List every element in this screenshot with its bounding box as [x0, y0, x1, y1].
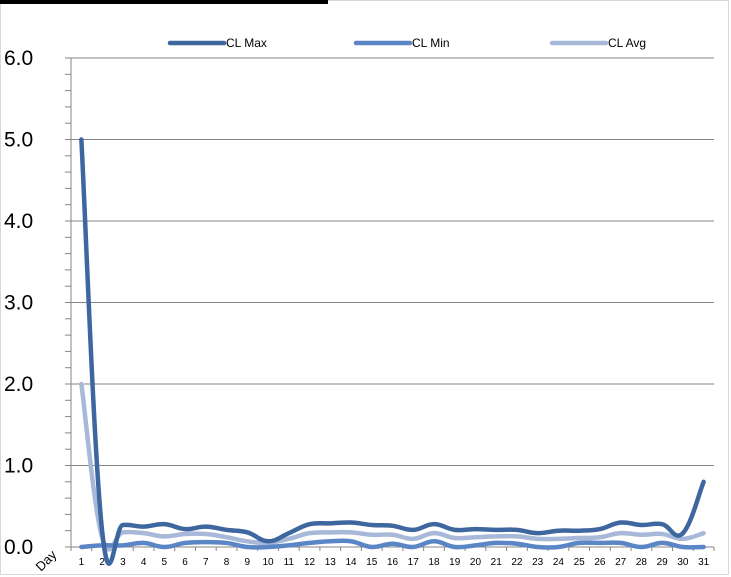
y-tick-label: 2.0	[4, 373, 33, 396]
x-tick-label: 14	[345, 557, 357, 568]
y-tick-label: 0.0	[4, 536, 33, 559]
x-axis-label: Day	[33, 547, 60, 574]
legend-label: CL Avg	[608, 36, 646, 50]
x-tick-label: 11	[284, 557, 295, 568]
x-tick-label: 16	[387, 557, 399, 568]
series-line-cl-avg	[79, 381, 706, 552]
x-tick-label: 3	[120, 557, 126, 568]
x-tick-label: 25	[574, 557, 586, 568]
gridlines	[71, 57, 714, 466]
x-tick-label: 21	[491, 557, 503, 568]
x-tick-label: 2	[99, 557, 105, 568]
x-tick-label: 7	[203, 557, 209, 568]
x-tick-label: 1	[79, 557, 85, 568]
top-rule	[0, 0, 328, 4]
y-tick-label: 4.0	[4, 210, 33, 233]
x-tick-label: 28	[636, 557, 648, 568]
x-tick-label: 5	[162, 557, 168, 568]
y-tick-label: 6.0	[4, 47, 33, 70]
legend: CL Max CL Min CL Avg	[167, 36, 646, 50]
y-tick-label: 1.0	[4, 455, 33, 478]
x-tick-label: 10	[262, 557, 274, 568]
x-tick-label: 29	[657, 557, 669, 568]
x-tick-label: 22	[511, 557, 523, 568]
x-tick-label: 6	[182, 557, 188, 568]
x-tick-label: 27	[615, 557, 627, 568]
x-tick-label: 9	[245, 557, 251, 568]
x-tick-label: 8	[224, 557, 230, 568]
series-lines	[79, 137, 706, 566]
x-tick-label: 31	[698, 557, 710, 568]
x-tick-label: 23	[532, 557, 544, 568]
x-tick-label: 19	[449, 557, 461, 568]
x-tick-label: 13	[325, 557, 337, 568]
x-tick-label: 17	[408, 557, 420, 568]
x-tick-label: 30	[677, 557, 689, 568]
x-tick-label: 26	[594, 557, 606, 568]
y-tick-label: 5.0	[4, 129, 33, 152]
axes	[65, 57, 715, 551]
legend-label: CL Max	[226, 36, 267, 50]
series-line-cl-max	[79, 137, 706, 566]
x-tick-label: 18	[428, 557, 440, 568]
y-tick-labels: 0.0 1.0 2.0 3.0 4.0 5.0 6.0	[4, 47, 33, 559]
x-tick-label: 4	[141, 557, 147, 568]
x-tick-labels: 1 2 3 4 5 6 7 8 9 10 11 12 13 14 15 16 17 18 19 20 21 22 23 24 2…	[79, 557, 710, 568]
x-tick-label: 20	[470, 557, 482, 568]
legend-label: CL Min	[412, 36, 450, 50]
series-line-cl-min	[79, 538, 706, 550]
x-tick-label: 24	[553, 557, 565, 568]
y-tick-label: 3.0	[4, 292, 33, 315]
x-tick-label: 15	[366, 557, 378, 568]
x-tick-label: 12	[304, 557, 316, 568]
